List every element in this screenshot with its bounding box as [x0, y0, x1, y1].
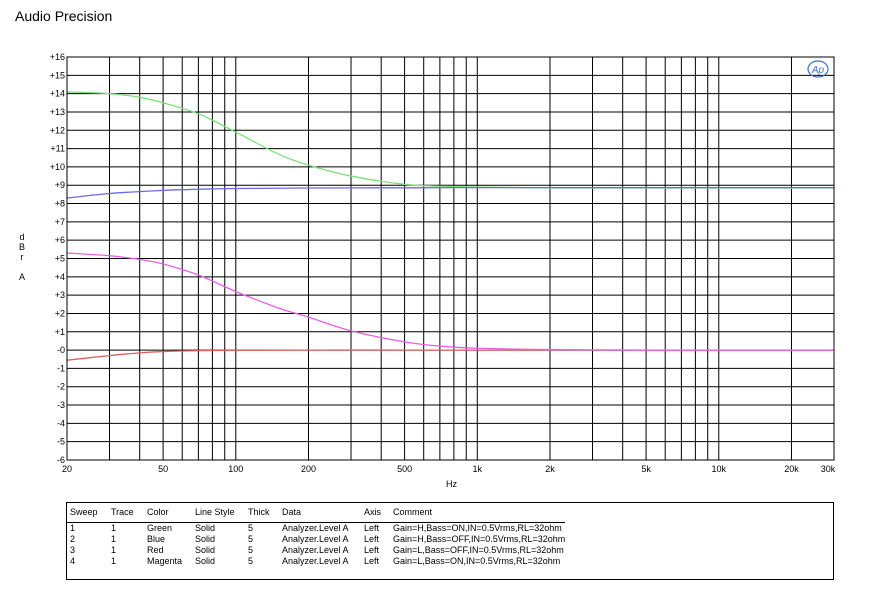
legend-cell-trace: 1	[111, 534, 117, 544]
x-tick-label: 100	[228, 464, 243, 474]
legend-cell-comment: Gain=H,Bass=OFF,IN=0.5Vrms,RL=32ohm	[393, 534, 566, 544]
y-tick-label: +9	[55, 180, 65, 190]
y-tick-label: +16	[50, 52, 65, 62]
y-tick-label: +12	[50, 125, 65, 135]
y-tick-label: -1	[57, 363, 65, 373]
legend-cell-thick: 5	[248, 545, 254, 555]
y-tick-label: -5	[57, 437, 65, 447]
legend-cell-color: Magenta	[147, 556, 183, 566]
legend-row: 3 1 Red Solid 5 Analyzer.Level A Left Ga…	[67, 545, 565, 556]
legend-row: 2 1 Blue Solid 5 Analyzer.Level A Left G…	[67, 534, 565, 545]
legend-cell-trace: 1	[111, 523, 117, 533]
y-tick-label: -2	[57, 382, 65, 392]
legend-cell-line-style: Solid	[195, 523, 216, 533]
legend-header-row: Sweep Trace Color Line Style Thick Data …	[67, 503, 566, 523]
legend-cell-sweep: 4	[70, 556, 76, 566]
legend-cell-sweep: 1	[70, 523, 76, 533]
ap-logo-text: Ap	[811, 65, 825, 76]
ap-logo: Ap	[807, 60, 829, 78]
page-title: Audio Precision	[15, 8, 113, 24]
legend-cell-trace: 1	[111, 556, 117, 566]
y-tick-label: +7	[55, 217, 65, 227]
legend-header-axis: Axis	[361, 503, 390, 523]
legend-cell-line-style: Solid	[195, 534, 216, 544]
x-tick-label: 50	[158, 464, 168, 474]
legend-cell-thick: 5	[248, 556, 254, 566]
legend-header-comment: Comment	[390, 503, 566, 523]
x-tick-label: 30k	[821, 464, 836, 474]
legend-header-data: Data	[279, 503, 361, 523]
y-axis-label-char: d	[19, 232, 24, 242]
y-tick-label: -0	[57, 345, 65, 355]
legend-cell-color: Red	[147, 545, 164, 555]
x-tick-label: 20k	[784, 464, 799, 474]
legend-cell-line-style: Solid	[195, 545, 216, 555]
legend-cell-data: Analyzer.Level A	[282, 523, 349, 533]
legend-cell-line-style: Solid	[195, 556, 216, 566]
y-tick-label: +6	[55, 235, 65, 245]
frequency-response-chart: +16 +15 +14 +13 +12 +11 +10 +9 +8 +7 +6 +5 +4 +3 +2 +1 -…	[19, 52, 836, 489]
legend-cell-sweep: 2	[70, 534, 76, 544]
legend-cell-color: Green	[147, 523, 173, 533]
y-tick-label: +2	[55, 308, 65, 318]
x-tick-label: 10k	[712, 464, 727, 474]
legend-cell-sweep: 3	[70, 545, 76, 555]
y-tick-label: +13	[50, 107, 65, 117]
y-tick-label: -4	[57, 418, 65, 428]
legend-header-line-style: Line Style	[192, 503, 245, 523]
y-tick-label: +3	[55, 290, 65, 300]
legend-cell-thick: 5	[248, 534, 254, 544]
y-tick-label: +8	[55, 199, 65, 209]
legend-cell-thick: 5	[248, 523, 254, 533]
legend-cell-comment: Gain=L,Bass=OFF,IN=0.5Vrms,RL=32ohm	[393, 545, 564, 555]
y-axis-label-char: A	[19, 272, 25, 282]
x-tick-label: 500	[397, 464, 412, 474]
ap-logo-ring	[807, 60, 829, 78]
legend-header-thick: Thick	[245, 503, 279, 523]
y-tick-label: +11	[50, 144, 65, 154]
y-tick-label: -3	[57, 400, 65, 410]
plot-frame	[66, 56, 835, 461]
legend-table: Sweep Trace Color Line Style Thick Data …	[66, 502, 834, 580]
x-tick-label: 20	[62, 464, 72, 474]
legend-cell-axis: Left	[364, 523, 380, 533]
legend-header-color: Color	[144, 503, 192, 523]
x-tick-label: 1k	[473, 464, 483, 474]
legend-row: 4 1 Magenta Solid 5 Analyzer.Level A Lef…	[67, 556, 565, 567]
legend-cell-data: Analyzer.Level A	[282, 545, 349, 555]
legend-cell-comment: Gain=H,Bass=ON,IN=0.5Vrms,RL=32ohm	[393, 523, 562, 533]
x-tick-label: 2k	[545, 464, 555, 474]
legend-cell-axis: Left	[364, 556, 380, 566]
y-tick-label: +14	[50, 89, 65, 99]
legend-cell-data: Analyzer.Level A	[282, 534, 349, 544]
y-axis-label-char: B	[19, 242, 25, 252]
legend-cell-data: Analyzer.Level A	[282, 556, 349, 566]
x-tick-labels: 20 50 100 200 500 1k 2k 5k 10k 20k 30k	[62, 464, 836, 474]
y-tick-label: -6	[57, 455, 65, 465]
legend-cell-axis: Left	[364, 545, 380, 555]
legend-cell-color: Blue	[147, 534, 166, 544]
y-tick-label: +10	[50, 162, 65, 172]
series-line-4	[66, 252, 834, 351]
legend-cell-comment: Gain=L,Bass=ON,IN=0.5Vrms,RL=32ohm	[393, 556, 561, 566]
legend-cell-axis: Left	[364, 534, 380, 544]
y-axis-label-char: r	[21, 252, 24, 262]
legend-cell-trace: 1	[111, 545, 117, 555]
legend-header-sweep: Sweep	[67, 503, 108, 523]
x-tick-label: 200	[301, 464, 316, 474]
y-tick-labels: +16 +15 +14 +13 +12 +11 +10 +9 +8 +7 +6 +5 +4 +3 +2 +1 -…	[50, 52, 65, 465]
y-tick-label: +1	[55, 327, 65, 337]
series-line-2	[66, 186, 834, 199]
series-lines	[66, 91, 834, 361]
x-axis-label: Hz	[446, 479, 457, 489]
legend-header-trace: Trace	[108, 503, 144, 523]
y-tick-label: +4	[55, 272, 65, 282]
x-tick-label: 5k	[641, 464, 651, 474]
y-tick-label: +5	[55, 254, 65, 264]
y-tick-label: +15	[50, 70, 65, 80]
legend-row: 1 1 Green Solid 5 Analyzer.Level A Left …	[67, 523, 565, 535]
